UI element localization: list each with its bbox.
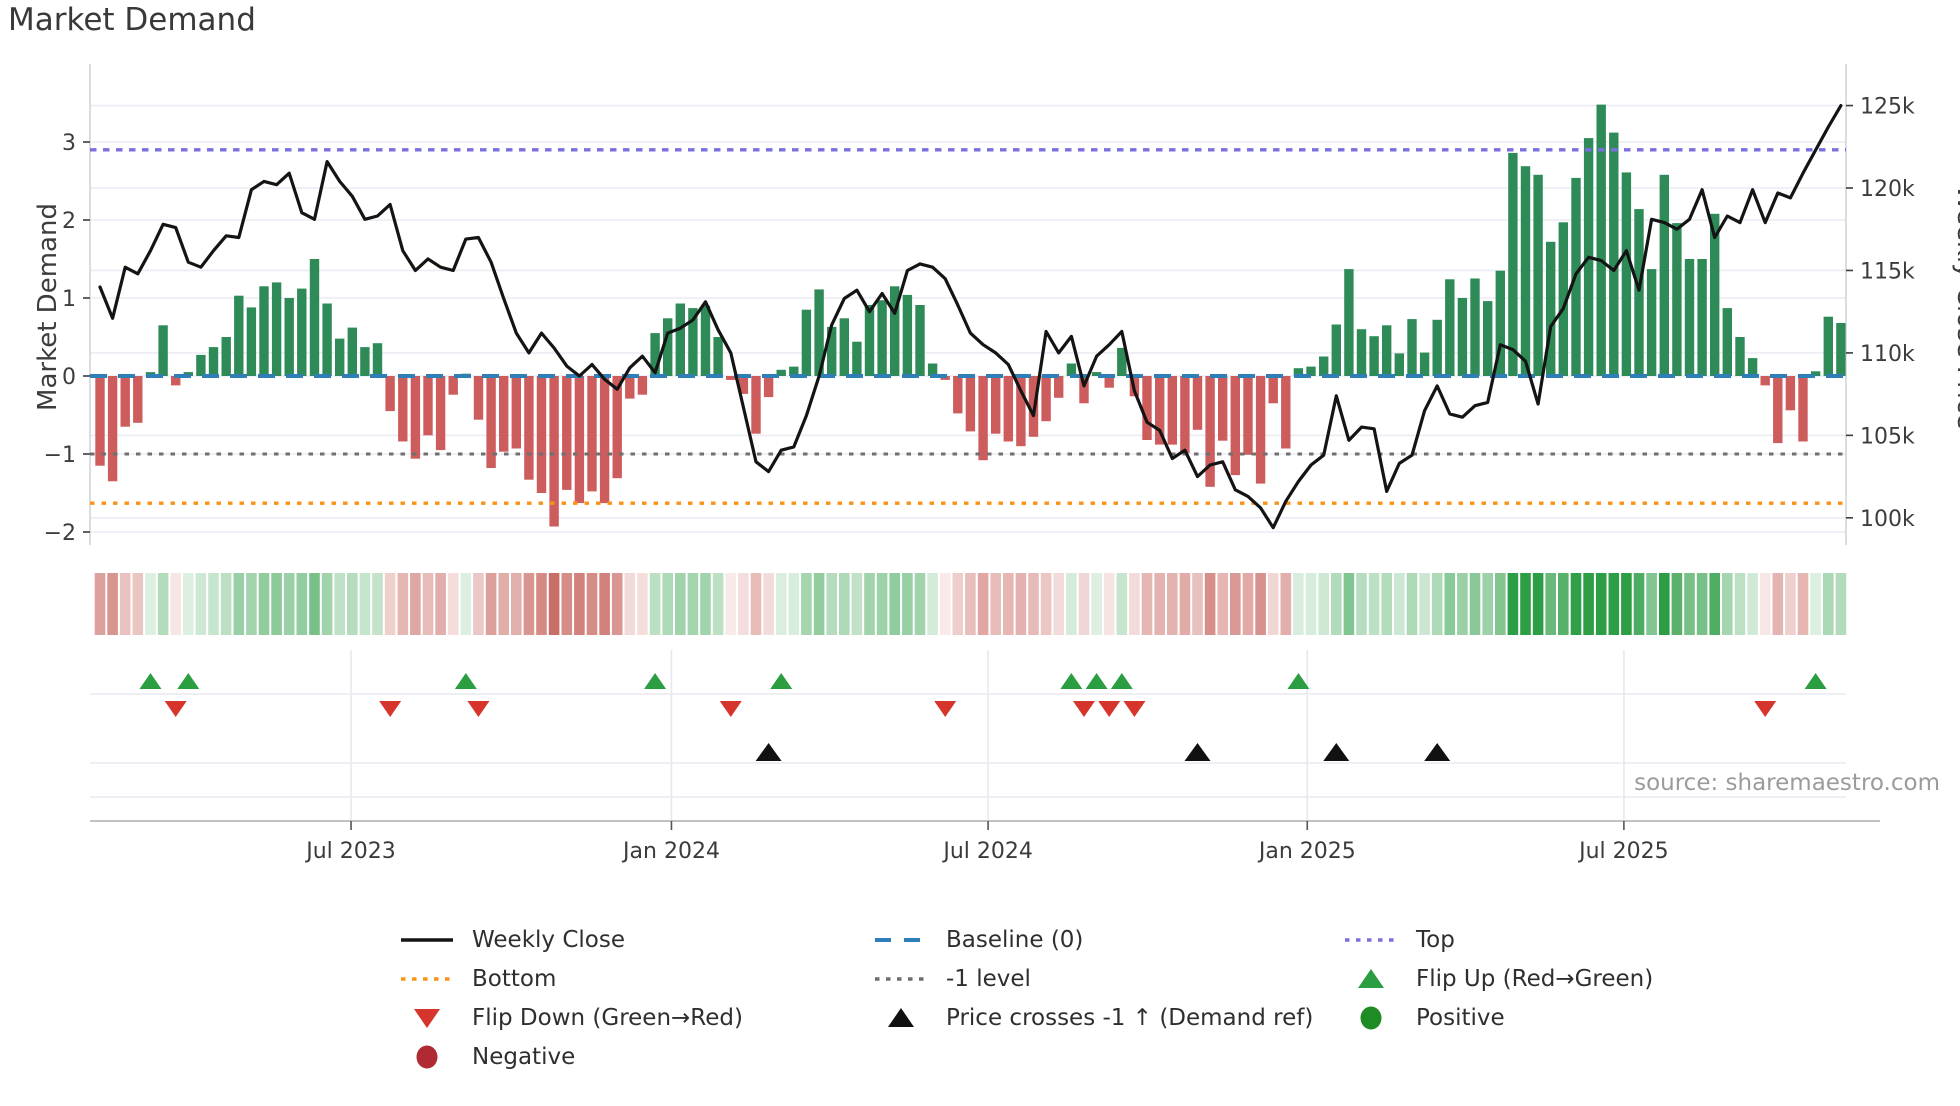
source-attribution: source: sharemaestro.com: [1634, 770, 1940, 796]
legend-item-positive: Positive: [1342, 1000, 1505, 1036]
svg-text:2: 2: [62, 209, 76, 234]
legend-item-top: Top: [1342, 922, 1455, 958]
legend-label: Negative: [472, 1044, 576, 1070]
legend-item-minus-one-level: -1 level: [872, 961, 1031, 997]
legend-label: Flip Up (Red→Green): [1416, 966, 1654, 992]
legend-label: -1 level: [946, 966, 1031, 992]
legend-item-weekly-close: Weekly Close: [398, 922, 625, 958]
triangle-down-icon: [414, 1009, 440, 1028]
svg-text:100k: 100k: [1860, 507, 1915, 532]
legend-label: Bottom: [472, 966, 557, 992]
svg-text:115k: 115k: [1860, 259, 1915, 284]
legend-label: Baseline (0): [946, 927, 1084, 953]
svg-text:Jan 2024: Jan 2024: [621, 839, 720, 864]
svg-text:Jan 2025: Jan 2025: [1257, 839, 1356, 864]
page-title: Market Demand: [8, 2, 256, 38]
dashed-line-swatch-icon: [875, 938, 927, 942]
legend-label: Top: [1416, 927, 1455, 953]
svg-text:0: 0: [62, 365, 76, 390]
left-axis-label: Market Demand: [33, 203, 63, 411]
svg-text:120k: 120k: [1860, 177, 1915, 202]
legend-item-baseline: Baseline (0): [872, 922, 1083, 958]
legend-item-negative: Negative: [398, 1039, 575, 1075]
right-axis-label: Weekly Close Price: [1951, 184, 1960, 430]
legend-label: Price crosses -1 ↑ (Demand ref): [946, 1005, 1314, 1031]
legend-item-flip-down: Flip Down (Green→Red): [398, 1000, 743, 1036]
legend-label: Weekly Close: [472, 927, 625, 953]
dotted-line-swatch-icon: [1345, 938, 1397, 942]
legend-label: Flip Down (Green→Red): [472, 1005, 743, 1031]
line-swatch-icon: [401, 938, 453, 942]
svg-text:105k: 105k: [1860, 424, 1915, 449]
svg-text:−2: −2: [44, 521, 76, 546]
circle-icon: [416, 1045, 438, 1069]
triangle-up-icon: [1358, 969, 1384, 988]
circle-icon: [1360, 1006, 1382, 1030]
svg-text:Jul 2023: Jul 2023: [304, 839, 396, 864]
svg-text:125k: 125k: [1860, 95, 1915, 120]
svg-text:110k: 110k: [1860, 342, 1915, 367]
svg-text:Jul 2025: Jul 2025: [1577, 839, 1669, 864]
dotted-line-swatch-icon: [401, 977, 453, 981]
legend-item-price-cross: Price crosses -1 ↑ (Demand ref): [872, 1000, 1313, 1036]
legend-item-flip-up: Flip Up (Red→Green): [1342, 961, 1653, 997]
svg-text:Jul 2024: Jul 2024: [941, 839, 1033, 864]
dotted-line-swatch-icon: [875, 977, 927, 981]
triangle-up-icon: [888, 1008, 914, 1027]
svg-text:3: 3: [62, 131, 76, 156]
svg-text:1: 1: [62, 287, 76, 312]
legend-item-bottom: Bottom: [398, 961, 556, 997]
legend-label: Positive: [1416, 1005, 1505, 1031]
svg-text:−1: −1: [44, 443, 76, 468]
